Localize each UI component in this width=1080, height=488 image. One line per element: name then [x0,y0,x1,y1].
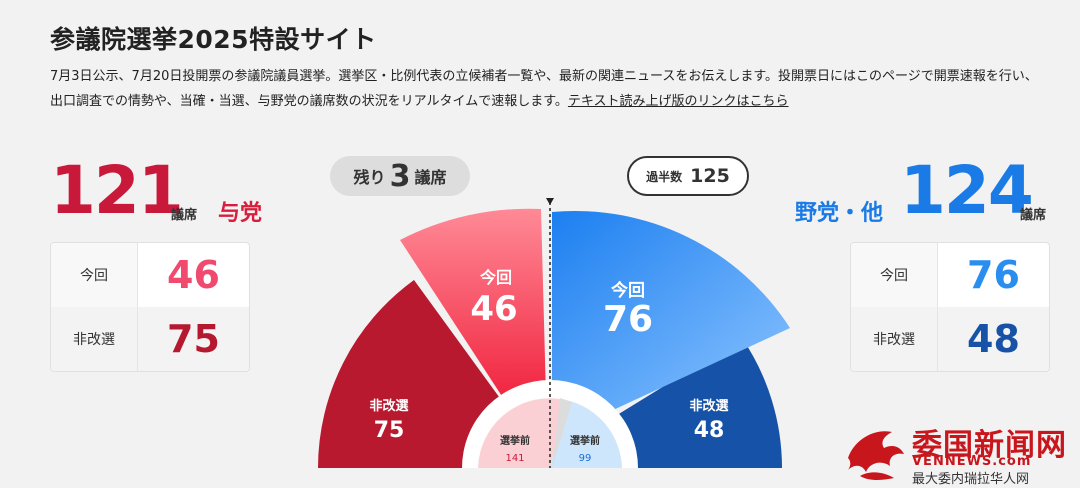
ruling-before-value: 141 [505,453,524,464]
logo-chinese-text: 委国新闻网 [912,428,1067,463]
ruling-noncontest-segment [318,280,510,468]
majority-marker-icon [546,198,554,205]
before-divider-wedge [552,398,572,468]
remaining-suffix: 議席 [414,168,447,187]
majority-value: 125 [690,165,730,187]
opposition-current-row: 今回 76 [851,243,1049,308]
remaining-seats-badge: 残り 3 議席 [330,156,470,196]
remaining-prefix: 残り [353,168,386,187]
opposition-current-seg-value: 76 [603,299,653,340]
ruling-current-seg-label: 今回 [479,268,512,287]
opposition-before-value: 99 [579,453,592,464]
opposition-current-label: 今回 [851,243,938,307]
ruling-noncontest-label: 非改選 [51,307,138,371]
ruling-before-segment [478,398,566,468]
opposition-noncontest-segment [609,338,782,468]
ruling-before-label: 選挙前 [500,434,530,447]
ruling-noncontest-seg-label: 非改選 [369,398,408,414]
ruling-current-seg-value: 46 [470,289,517,329]
majority-badge: 過半数 125 [627,156,749,196]
opposition-before-label: 選挙前 [570,434,600,447]
ruling-current-segment [400,208,546,407]
ruling-breakdown-card: 今回 46 非改選 75 [50,242,250,372]
ruling-seat-unit: 議席 [171,208,198,223]
ruling-current-value: 46 [167,253,220,297]
page-description: 7月3日公示、7月20日投開票の参議院議員選挙。選挙区・比例代表の立候補者一覧や… [50,64,1050,114]
opposition-current-seg-label: 今回 [611,280,645,301]
majority-label: 過半数 [646,169,683,184]
opposition-total-seats: 124 [900,152,1034,229]
opposition-current-segment [552,210,790,411]
ruling-noncontest-row: 非改選 75 [51,307,249,371]
ruling-noncontest-value: 75 [138,307,249,371]
opposition-noncontest-value: 48 [938,307,1049,371]
ruling-camp-label: 与党 [218,201,263,226]
ruling-noncontest-seg-value: 75 [374,418,405,443]
opposition-noncontest-seg-value: 48 [694,418,725,443]
text-version-link[interactable]: テキスト読み上げ版のリンクはこちら [567,94,789,109]
opposition-before-segment [550,400,622,468]
description-text: 7月3日公示、7月20日投開票の参議院議員選挙。選挙区・比例代表の立候補者一覧や… [50,69,1038,109]
logo-subtitle: 最大委内瑞拉华人网 [912,472,1030,487]
opposition-noncontest-label: 非改選 [851,307,938,371]
opposition-noncontest-seg-label: 非改選 [689,398,728,414]
opposition-camp-label: 野党・他 [795,201,884,226]
ruling-total-seats: 121 [50,152,184,229]
opposition-current-value: 76 [967,253,1020,297]
ruling-current-label: 今回 [51,243,138,307]
logo-english-text: VENNEWS.com [912,454,1032,469]
opposition-breakdown-card: 今回 76 非改選 48 [850,242,1050,372]
dragon-icon [848,431,904,480]
remaining-value: 3 [389,158,411,194]
opposition-seat-unit: 議席 [1020,208,1047,223]
vennews-logo: 委国新闻网 VENNEWS.com 最大委内瑞拉华人网 [840,418,1080,488]
page-title: 参議院選挙2025特設サイト [50,25,377,54]
opposition-noncontest-row: 非改選 48 [851,307,1049,371]
